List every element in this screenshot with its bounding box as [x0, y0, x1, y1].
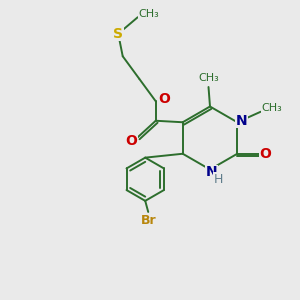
Text: H: H [214, 172, 223, 186]
Text: S: S [113, 27, 123, 41]
Text: O: O [158, 92, 170, 106]
Text: O: O [260, 147, 272, 161]
Text: CH₃: CH₃ [262, 103, 283, 113]
Text: N: N [206, 166, 217, 179]
Text: O: O [125, 134, 137, 148]
Text: N: N [236, 114, 248, 128]
Text: CH₃: CH₃ [198, 73, 219, 83]
Text: CH₃: CH₃ [139, 9, 160, 19]
Text: Br: Br [140, 214, 156, 226]
